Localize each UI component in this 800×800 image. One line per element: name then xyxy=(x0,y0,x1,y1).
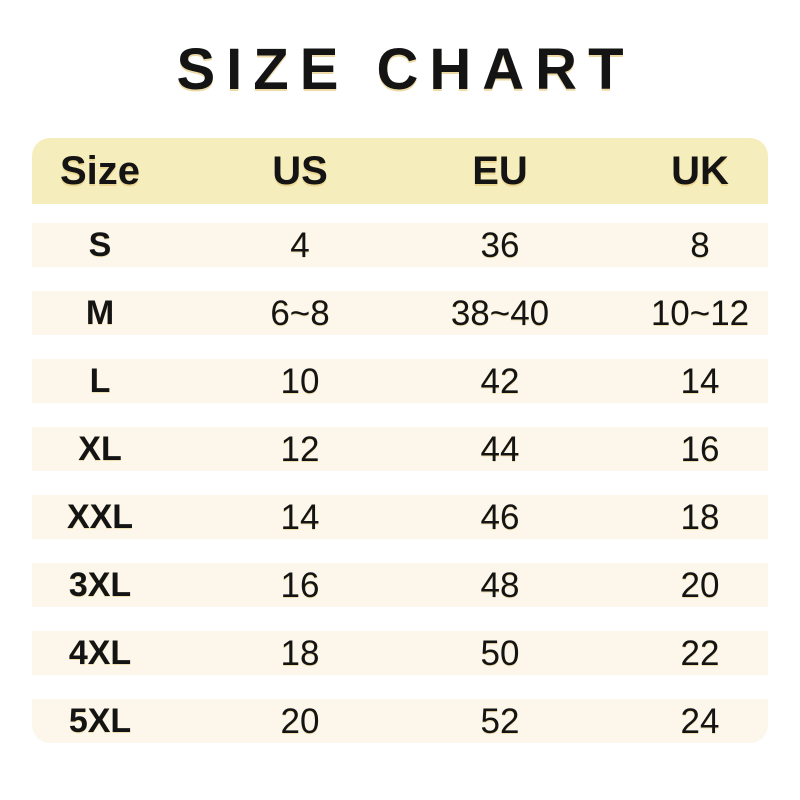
cell-eu: 44 xyxy=(480,429,520,469)
cell-us: 14 xyxy=(280,497,320,537)
cell-uk: 20 xyxy=(680,565,720,605)
row-grid: 4XL 18 50 22 xyxy=(0,631,800,675)
cell-uk: 22 xyxy=(680,633,720,673)
row-grid: XL 12 44 16 xyxy=(0,427,800,471)
cell-eu: 38~40 xyxy=(450,293,550,333)
table-row-m: M 6~8 38~40 10~12 xyxy=(32,291,768,335)
table-row-xxl: XXL 14 46 18 xyxy=(32,495,768,539)
table-header-row: Size US EU UK xyxy=(32,138,768,204)
page-title: SIZE CHART xyxy=(176,37,635,102)
row-grid: M 6~8 38~40 10~12 xyxy=(0,291,800,335)
cell-size: S xyxy=(88,226,112,264)
cell-us: 6~8 xyxy=(270,293,330,333)
cell-eu: 52 xyxy=(480,701,520,741)
cell-uk: 8 xyxy=(690,225,710,265)
row-grid: S 4 36 8 xyxy=(0,223,800,267)
row-grid: 3XL 16 48 20 xyxy=(0,563,800,607)
table-row-5xl: 5XL 20 52 24 xyxy=(32,699,768,743)
column-header-eu: EU xyxy=(472,149,528,193)
cell-us: 12 xyxy=(280,429,320,469)
cell-eu: 48 xyxy=(480,565,520,605)
table-body: S 4 36 8 M 6~8 38~40 10~12 L 10 42 xyxy=(32,223,768,743)
cell-size: 4XL xyxy=(68,634,132,672)
cell-us: 16 xyxy=(280,565,320,605)
cell-uk: 16 xyxy=(680,429,720,469)
table-row-4xl: 4XL 18 50 22 xyxy=(32,631,768,675)
table-row-xl: XL 12 44 16 xyxy=(32,427,768,471)
cell-us: 18 xyxy=(280,633,320,673)
cell-us: 4 xyxy=(290,225,310,265)
cell-size: XL xyxy=(78,430,122,468)
table-row-l: L 10 42 14 xyxy=(32,359,768,403)
cell-size: L xyxy=(89,362,111,400)
cell-us: 10 xyxy=(280,361,320,401)
row-grid: 5XL 20 52 24 xyxy=(0,699,800,743)
row-grid: XXL 14 46 18 xyxy=(0,495,800,539)
row-grid: L 10 42 14 xyxy=(0,359,800,403)
cell-us: 20 xyxy=(280,701,320,741)
cell-size: XXL xyxy=(66,498,134,536)
cell-eu: 36 xyxy=(480,225,520,265)
column-header-size: Size xyxy=(59,149,141,193)
table-row-3xl: 3XL 16 48 20 xyxy=(32,563,768,607)
cell-size: 3XL xyxy=(68,566,132,604)
cell-eu: 42 xyxy=(480,361,520,401)
cell-uk: 18 xyxy=(680,497,720,537)
size-chart-table: Size US EU UK S 4 36 8 M 6~8 38~40 xyxy=(32,138,768,743)
cell-size: M xyxy=(85,294,115,332)
cell-uk: 24 xyxy=(680,701,720,741)
column-header-us: US xyxy=(272,149,328,193)
cell-size: 5XL xyxy=(68,702,132,740)
cell-uk: 10~12 xyxy=(650,293,750,333)
cell-uk: 14 xyxy=(680,361,720,401)
column-header-uk: UK xyxy=(671,149,729,193)
table-row-s: S 4 36 8 xyxy=(32,223,768,267)
header-grid: Size US EU UK xyxy=(0,138,800,204)
cell-eu: 46 xyxy=(480,497,520,537)
cell-eu: 50 xyxy=(480,633,520,673)
